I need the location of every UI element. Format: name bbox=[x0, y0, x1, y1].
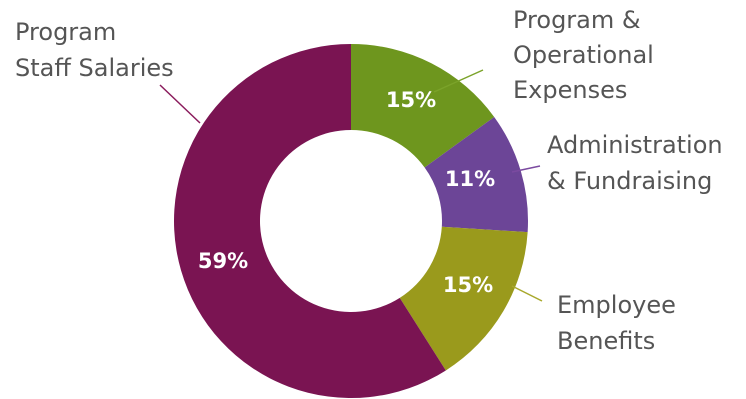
category-label-employee-benefits: Employee Benefits bbox=[557, 291, 676, 355]
leader-line-administration-and-fundraising bbox=[511, 165, 541, 173]
category-label-administration-and-fundraising: Administration & Fundraising bbox=[547, 131, 723, 195]
slice-program-staff-salaries bbox=[174, 44, 446, 398]
slices-group bbox=[174, 44, 529, 398]
category-label-line: Administration bbox=[547, 131, 723, 159]
category-labels-group: Program & Operational Expenses Administrati… bbox=[15, 6, 723, 355]
value-label-employee-benefits: 15% bbox=[443, 273, 493, 297]
category-label-line: Staff Salaries bbox=[15, 54, 174, 82]
value-labels-group: 15% 11% 15% 59% bbox=[198, 88, 495, 297]
leader-lines-group bbox=[159, 69, 543, 302]
category-label-line: & Fundraising bbox=[547, 167, 712, 195]
category-label-program-and-operational-expenses: Program & Operational Expenses bbox=[513, 6, 654, 104]
category-label-line: Expenses bbox=[513, 76, 627, 104]
category-label-line: Program & bbox=[513, 6, 641, 34]
leader-line-program-and-operational-expenses bbox=[433, 69, 484, 93]
category-label-program-staff-salaries: Program Staff Salaries bbox=[15, 18, 174, 82]
value-label-administration-and-fundraising: 11% bbox=[445, 167, 495, 191]
slice-administration-and-fundraising bbox=[424, 116, 529, 233]
category-label-line: Benefits bbox=[557, 327, 655, 355]
category-label-line: Program bbox=[15, 18, 116, 46]
value-label-program-staff-salaries: 59% bbox=[198, 249, 248, 273]
leader-line-program-staff-salaries bbox=[159, 84, 201, 124]
category-label-line: Employee bbox=[557, 291, 676, 319]
slice-program-and-operational-expenses bbox=[351, 44, 495, 168]
category-label-line: Operational bbox=[513, 41, 654, 69]
leader-line-employee-benefits bbox=[511, 285, 543, 302]
value-label-program-and-operational-expenses: 15% bbox=[386, 88, 436, 112]
slice-employee-benefits bbox=[399, 226, 528, 371]
